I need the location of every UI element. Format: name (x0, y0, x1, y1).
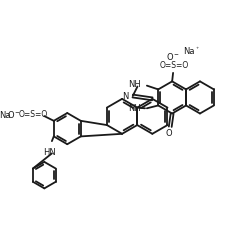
Text: O$^-$: O$^-$ (166, 51, 180, 62)
Text: O: O (166, 129, 173, 138)
Text: HN: HN (44, 148, 56, 157)
Text: O=S=O: O=S=O (159, 61, 189, 70)
Text: $^+$: $^+$ (195, 46, 200, 51)
Text: NH: NH (129, 104, 141, 113)
Text: N: N (122, 92, 129, 101)
Text: O=S=O: O=S=O (18, 110, 48, 119)
Text: NH: NH (129, 80, 141, 89)
Text: Na: Na (0, 111, 10, 120)
Text: O$^-$: O$^-$ (7, 109, 21, 120)
Text: Na: Na (183, 47, 195, 56)
